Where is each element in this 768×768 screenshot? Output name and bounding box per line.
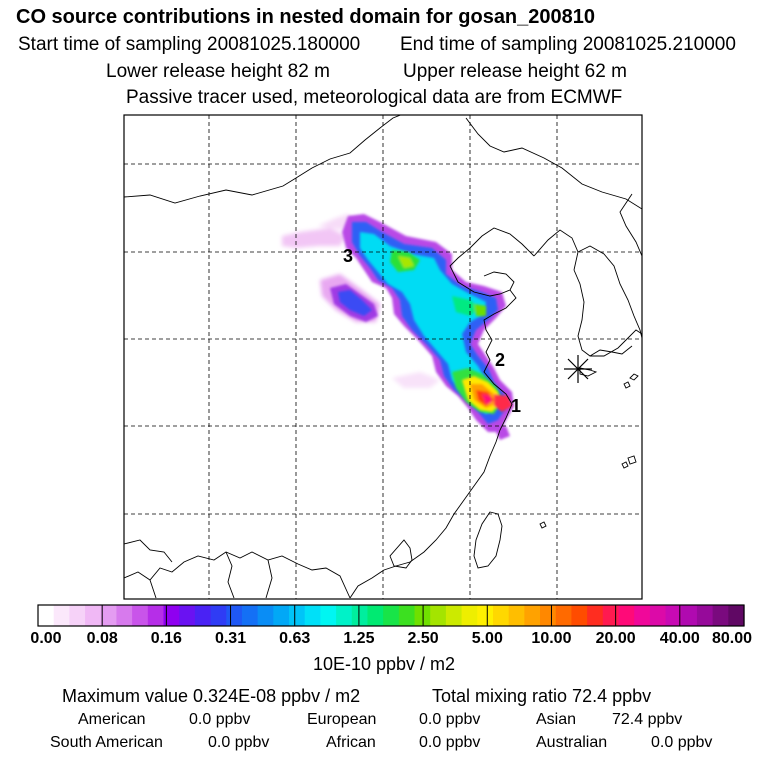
colorbar-cell [555,605,573,626]
colorbar-cell [179,605,196,626]
colorbar-cell [194,605,212,626]
colorbar-cell [665,605,682,626]
colorbar-cell [320,605,337,626]
colorbar-cells [38,605,745,626]
colorbar-cell [85,605,102,626]
african-label: African [326,734,376,751]
colorbar-cell [116,605,133,626]
colorbar-cell [696,605,714,626]
colorbar-tick-label: 10.00 [531,630,572,647]
colorbar-cell [367,605,384,626]
receptor-asterisk-icon [564,355,592,383]
asian-label: Asian [536,711,577,728]
colorbar-cell [147,605,165,626]
american-label: American [78,711,146,728]
end-time-text: End time of sampling 20081025.210000 [400,34,736,55]
australian-value: 0.0 ppbv [651,734,713,751]
footprint-map: 1 2 3 [123,114,643,600]
lat-lon-grid [124,115,642,599]
american-value: 0.0 ppbv [189,711,251,728]
upper-height-text: Upper release height 62 m [403,61,627,82]
colorbar-cell [587,605,604,626]
colorbar-cell [304,605,321,626]
source-label-1: 1 [511,396,521,416]
start-time-text: Start time of sampling 20081025.180000 [18,34,361,55]
colorbar-cell [38,605,55,626]
source-label-3: 3 [343,246,353,266]
colorbar-cell [398,605,416,626]
colorbar-cell [210,605,227,626]
coastlines [124,115,642,599]
south-american-value: 0.0 ppbv [208,734,270,751]
asian-value: 72.4 ppbv [612,711,683,728]
australian-label: Australian [536,734,608,751]
tracer-note-text: Passive tracer used, meteorological data… [126,87,623,108]
colorbar-cell [602,605,620,626]
colorbar-tick-label: 0.16 [150,630,182,647]
colorbar-cell [69,605,86,626]
colorbar-cell [383,605,400,626]
colorbar-cell [241,605,259,626]
colorbar-cell [681,605,698,626]
colorbar-cell [132,605,149,626]
african-value: 0.0 ppbv [419,734,481,751]
colorbar-cell [226,605,243,626]
colorbar-cell [257,605,274,626]
colorbar-tick-label: 40.00 [659,630,700,647]
colorbar-cell [351,605,369,626]
colorbar-cell [492,605,510,626]
colorbar-cell [100,605,118,626]
colorbar-tick-label: 2.50 [407,630,439,647]
colorbar-tick-label: 0.31 [214,630,247,647]
lower-height-text: Lower release height 82 m [106,61,330,82]
european-value: 0.0 ppbv [419,711,481,728]
colorbar-cell [571,605,588,626]
colorbar-cell [289,605,306,626]
colorbar-cell [430,605,447,626]
source-label-2: 2 [495,350,505,370]
colorbar-cell [461,605,478,626]
map-title: CO source contributions in nested domain… [16,6,596,28]
plume-cyan-layer [360,232,496,414]
colorbar-cell [540,605,557,626]
colorbar-cell [163,605,180,626]
european-label: European [307,711,377,728]
colorbar-tick-label: 80.00 [711,630,753,647]
total-mixing-text: Total mixing ratio 72.4 ppbv [432,686,652,706]
colorbar-cell [712,605,729,626]
colorbar-tick-label: 0.08 [86,630,118,647]
colorbar-cell [445,605,463,626]
colorbar-tick-label: 5.00 [471,630,503,647]
colorbar-cell [524,605,541,626]
colorbar-cell [477,605,494,626]
colorbar-tick-label: 0.63 [279,630,311,647]
max-value-text: Maximum value 0.324E-08 ppbv / m2 [62,686,361,706]
colorbar-cell [634,605,651,626]
colorbar-tick-label: 1.25 [343,630,375,647]
colorbar-cell [618,605,635,626]
colorbar [37,604,745,627]
colorbar-cell [336,605,353,626]
colorbar-units: 10E-10 ppbv / m2 [312,654,456,674]
map-frame [123,114,643,600]
colorbar-cell [728,605,745,626]
south-american-label: South American [50,734,163,751]
colorbar-frame [37,604,745,627]
colorbar-cell [53,605,70,626]
colorbar-tick-label: 20.00 [595,630,636,647]
colorbar-cell [649,605,667,626]
colorbar-cell [273,605,290,626]
colorbar-cell [508,605,525,626]
colorbar-tick-label: 0.00 [30,630,62,647]
plume-hotspot-layer [462,376,512,412]
